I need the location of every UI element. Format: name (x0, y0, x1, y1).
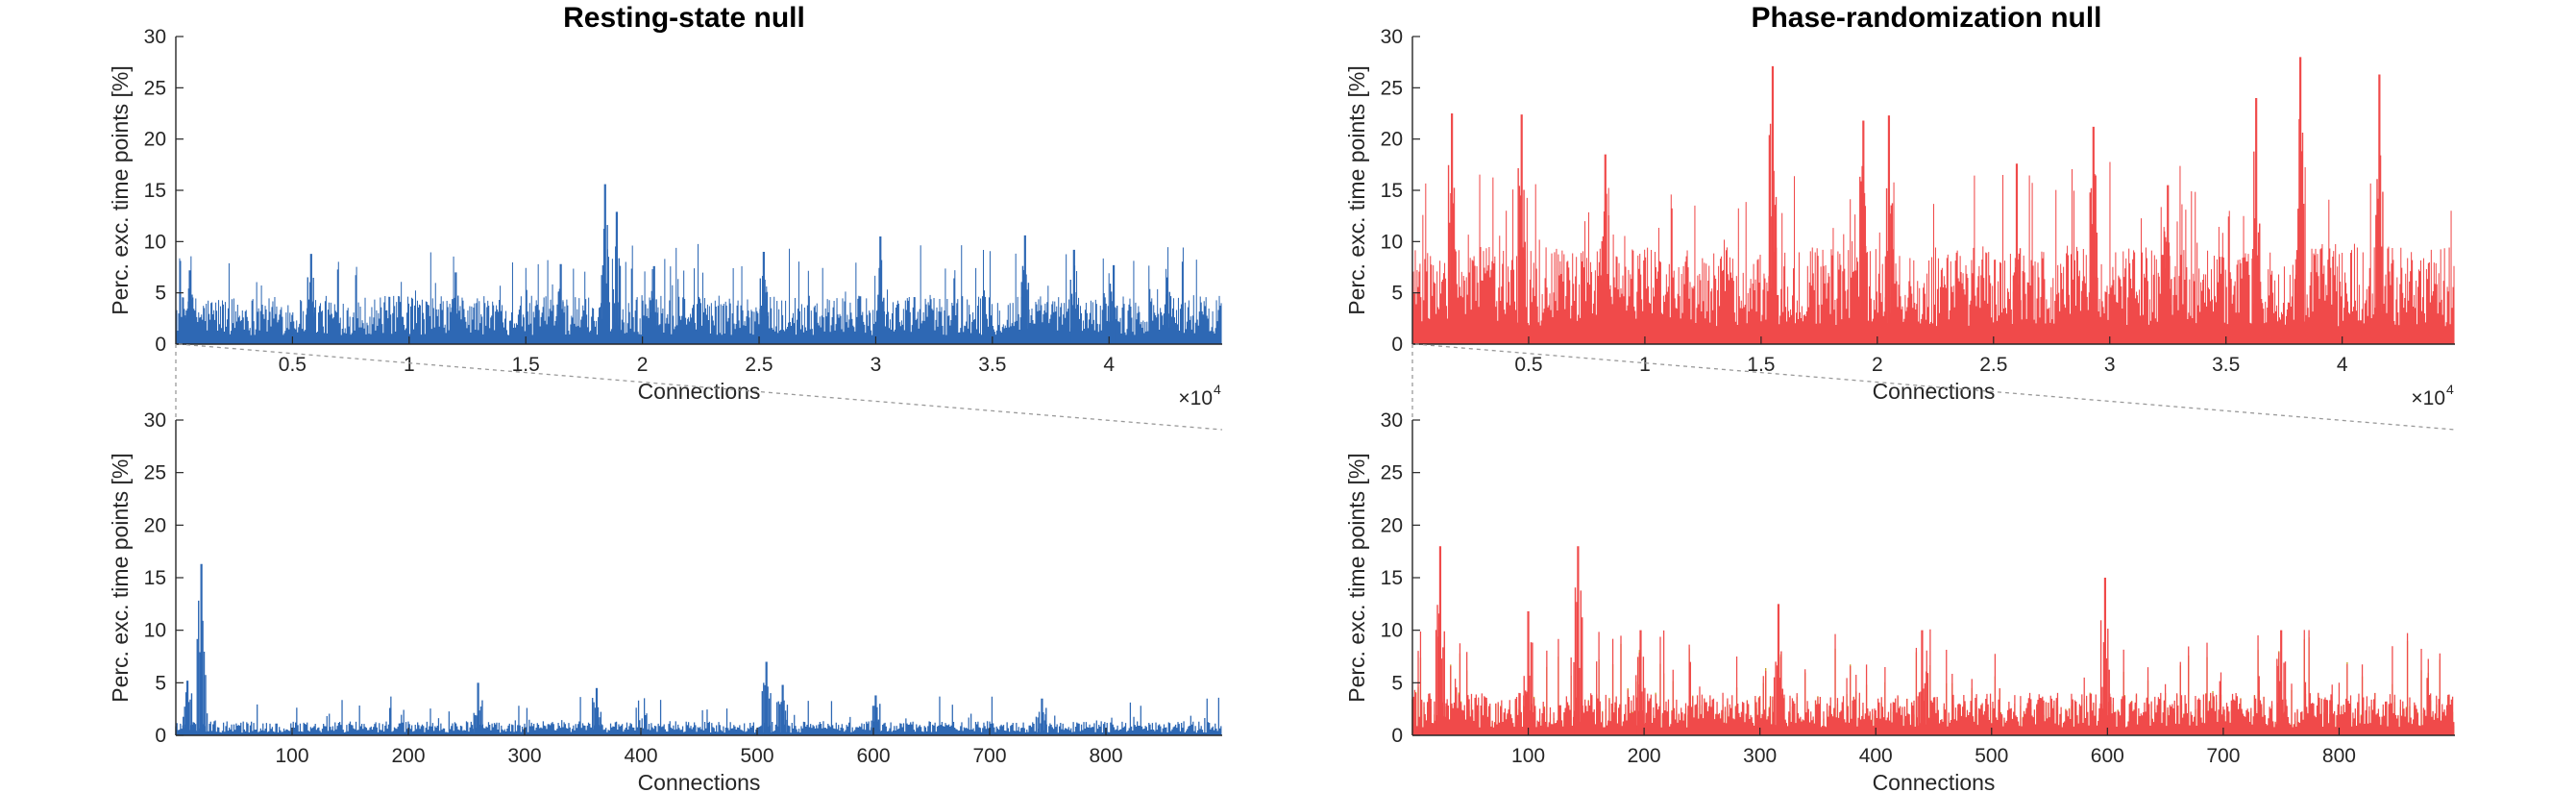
resting-overview-xtick-label: 2.5 (745, 354, 773, 376)
phase-zoom-xtick-label: 500 (1975, 745, 2008, 767)
phase-overview-x-multiplier-exp: 4 (2446, 382, 2454, 397)
phase-overview-ytick-label: 10 (1381, 231, 1403, 253)
phase-overview-ytick-label: 25 (1381, 77, 1403, 99)
resting-overview-xtick-label: 1.5 (512, 354, 540, 376)
resting-overview-ytick-label: 15 (144, 180, 166, 202)
resting-overview-xtick-label: 2 (637, 354, 649, 376)
resting-overview-ytick-label: 0 (155, 334, 166, 356)
phase-overview-xtick-label: 2.5 (1979, 354, 2007, 376)
resting-zoom-plot: 0 5 10 15 20 25 30 100 200 300 400 500 600 700 800 Conn… (108, 409, 1222, 793)
resting-overview-plot: 0 5 10 15 20 25 30 0.5 1 1.5 2 2.5 3 3.5 4 Connections P… (108, 26, 1222, 409)
resting-zoom-ytick-label: 10 (144, 620, 166, 642)
phase-zoom-ytick-label: 5 (1391, 672, 1403, 694)
phase-overview-ylabel: Perc. exc. time points [%] (1344, 65, 1369, 314)
zoom-connectors (175, 343, 2456, 431)
resting-zoom-xtick-label: 300 (507, 745, 541, 767)
resting-zoom-xtick-label: 700 (972, 745, 1006, 767)
phase-overview-ytick-label: 0 (1391, 334, 1403, 356)
resting-zoom-xlabel: Connections (638, 770, 761, 793)
phase-overview-ytick-label: 30 (1381, 26, 1403, 48)
resting-overview-xtick-label: 4 (1103, 354, 1115, 376)
resting-overview-xtick-label: 3 (871, 354, 882, 376)
phase-zoom-ytick-label: 0 (1391, 725, 1403, 747)
resting-zoom-ylabel: Perc. exc. time points [%] (108, 453, 133, 702)
resting-overview-xtick-label: 3.5 (978, 354, 1006, 376)
phase-overview-xtick-label: 3.5 (2212, 354, 2240, 376)
phase-overview-xlabel: Connections (1873, 379, 1996, 404)
phase-zoom-ytick-label: 20 (1381, 514, 1403, 536)
phase-zoom-ytick-label: 25 (1381, 462, 1403, 484)
phase-overview-ytick-label: 5 (1391, 283, 1403, 305)
resting-overview-series-bars (175, 243, 1222, 344)
resting-overview-xlabel: Connections (638, 379, 761, 404)
resting-zoom-ytick-label: 0 (155, 725, 166, 747)
resting-zoom-series-bars (175, 696, 1222, 735)
resting-zoom-ytick-label: 30 (144, 409, 166, 432)
resting-overview-x-multiplier: ×10 (1178, 387, 1213, 409)
phase-overview-xtick-label: 1 (1639, 354, 1651, 376)
resting-overview-ytick-label: 5 (155, 283, 166, 305)
resting-overview-xtick-label: 0.5 (279, 354, 307, 376)
resting-overview-ylabel: Perc. exc. time points [%] (108, 65, 133, 314)
resting-overview-x-multiplier-exp: 4 (1214, 382, 1221, 397)
resting-zoom-xtick-label: 600 (856, 745, 890, 767)
phase-zoom-xlabel: Connections (1873, 770, 1996, 793)
phase-overview-xtick-label: 0.5 (1514, 354, 1542, 376)
resting-zoom-xtick-label: 200 (391, 745, 425, 767)
phase-overview-ytick-label: 15 (1381, 180, 1403, 202)
phase-zoom-xtick-label: 300 (1743, 745, 1777, 767)
resting-zoom-xtick-label: 100 (275, 745, 308, 767)
phase-overview-xtick-label: 3 (2104, 354, 2116, 376)
phase-zoom-ytick-label: 30 (1381, 409, 1403, 432)
resting-zoom-ytick-label: 15 (144, 567, 166, 589)
resting-zoom-xtick-label: 400 (624, 745, 657, 767)
resting-zoom-connector-right (178, 343, 1223, 431)
phase-zoom-xtick-label: 800 (2322, 745, 2356, 767)
phase-zoom-connector-right (1414, 343, 2456, 431)
phase-zoom-xtick-label: 700 (2206, 745, 2240, 767)
phase-overview-x-multiplier: ×10 (2411, 387, 2445, 409)
phase-overview-plot: 0 5 10 15 20 25 30 0.5 1 1.5 2 2.5 3 3.5 4 Connections P… (1344, 26, 2455, 409)
phase-zoom-xtick-label: 600 (2091, 745, 2124, 767)
resting-overview-ytick-label: 30 (144, 26, 166, 48)
resting-overview-ytick-label: 25 (144, 77, 166, 99)
phase-zoom-ylabel: Perc. exc. time points [%] (1344, 453, 1369, 702)
title-phase: Phase-randomization null (1751, 2, 2101, 34)
resting-zoom-xtick-label: 500 (740, 745, 773, 767)
phase-zoom-xtick-label: 200 (1628, 745, 1661, 767)
title-resting: Resting-state null (563, 2, 805, 34)
phase-zoom-series-bars (1411, 629, 2455, 735)
phase-overview-xtick-label: 4 (2337, 354, 2348, 376)
phase-zoom-plot: 0 5 10 15 20 25 30 100 200 300 400 500 600 700 800 Conn… (1344, 409, 2455, 793)
resting-zoom-ytick-label: 20 (144, 514, 166, 536)
phase-zoom-ytick-label: 10 (1381, 620, 1403, 642)
resting-zoom-ytick-label: 5 (155, 672, 166, 694)
resting-overview-ytick-label: 10 (144, 231, 166, 253)
phase-overview-xtick-label: 1.5 (1747, 354, 1775, 376)
phase-zoom-xtick-label: 100 (1511, 745, 1545, 767)
phase-overview-ytick-label: 20 (1381, 129, 1403, 151)
resting-overview-ytick-label: 20 (144, 129, 166, 151)
phase-overview-xtick-label: 2 (1872, 354, 1883, 376)
phase-zoom-ytick-label: 15 (1381, 567, 1403, 589)
resting-zoom-ytick-label: 25 (144, 462, 166, 484)
resting-overview-xtick-label: 1 (404, 354, 415, 376)
phase-zoom-xtick-label: 400 (1859, 745, 1893, 767)
resting-zoom-xtick-label: 800 (1089, 745, 1122, 767)
